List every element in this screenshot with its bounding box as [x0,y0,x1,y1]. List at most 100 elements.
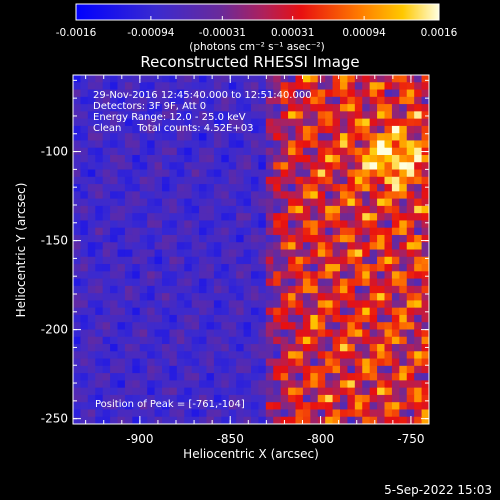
heatmap-cell [132,140,141,149]
heatmap-cell [184,198,193,207]
heatmap-cell [362,234,371,243]
heatmap-cell [199,249,207,258]
heatmap-cell [340,293,348,301]
heatmap-cell [265,118,274,127]
heatmap-cell [317,278,326,287]
heatmap-cell [169,133,178,141]
heatmap-cell [391,351,400,359]
heatmap-cell [265,147,274,156]
colorbar-tick-label: 0.00031 [271,27,314,39]
heatmap-cell [243,285,252,294]
heatmap-cell [251,264,259,272]
heatmap-cell [124,402,133,410]
heatmap-cell [213,307,222,316]
heatmap-cell [154,387,163,396]
heatmap-cell [265,140,274,149]
heatmap-cell [243,227,252,236]
heatmap-cell [340,416,348,424]
heatmap-cell [325,322,333,330]
heatmap-cell [295,154,304,163]
heatmap-cell [162,118,170,127]
heatmap-cell [154,169,163,178]
heatmap-cell [288,184,296,192]
heatmap-cell [288,147,296,156]
heatmap-cell [347,96,356,105]
heatmap-cell [399,162,408,170]
heatmap-cell [95,329,104,338]
heatmap-cell [347,89,356,98]
heatmap-cell [221,220,230,229]
heatmap-cell [162,416,170,424]
heatmap-cell [317,300,326,309]
heatmap-cell [184,285,193,294]
heatmap-cell [169,329,178,338]
heatmap-cell [73,387,81,396]
heatmap-cell [243,249,252,258]
heatmap-cell [199,154,207,163]
heatmap-cell [384,278,393,287]
heatmap-cell [325,285,333,294]
heatmap-cell [124,104,133,112]
heatmap-cell [184,184,193,192]
heatmap-cell [391,118,400,127]
heatmap-cell [280,271,289,279]
heatmap-cell [421,89,429,98]
heatmap-cell [199,387,207,396]
heatmap-cell [347,293,356,301]
heatmap-cell [421,278,429,287]
heatmap-cell [191,104,200,112]
heatmap-cell [132,220,141,229]
heatmap-cell [384,314,393,323]
heatmap-cell [399,373,408,381]
heatmap-cell [191,89,200,98]
heatmap-cell [421,133,429,141]
heatmap-cell [340,336,348,345]
heatmap-cell [132,365,141,374]
heatmap-cell [213,242,222,250]
heatmap-cell [139,402,148,410]
heatmap-cell [184,394,193,403]
heatmap-cell [169,256,178,265]
heatmap-cell [176,104,185,112]
heatmap-cell [169,111,178,120]
heatmap-cell [369,336,378,345]
heatmap-cell [110,402,118,410]
heatmap-cell [169,285,178,294]
heatmap-cell [251,402,259,410]
heatmap-cell [73,351,81,359]
heatmap-cell [236,162,244,170]
heatmap-cell [191,176,200,185]
heatmap-cell [132,322,141,330]
heatmap-cell [213,169,222,178]
heatmap-cell [399,111,408,120]
heatmap-cell [236,329,244,338]
heatmap-cell [80,271,89,279]
heatmap-cell [228,140,237,149]
heatmap-cell [258,365,267,374]
heatmap-cell [124,314,133,323]
heatmap-cell [325,409,333,418]
heatmap-cell [273,293,282,301]
heatmap-cell [280,118,289,127]
heatmap-cell [310,176,319,185]
heatmap-cell [258,118,267,127]
heatmap-cell [399,365,408,374]
heatmap-cell [162,409,170,418]
heatmap-cell [117,96,126,105]
heatmap-cell [317,416,326,424]
heatmap-cell [191,344,200,352]
heatmap-cell [340,198,348,207]
heatmap-cell [87,184,96,192]
heatmap-cell [236,373,244,381]
heatmap-cell [87,365,96,374]
heatmap-cell [310,96,319,105]
heatmap-cell [95,271,104,279]
heatmap-cell [110,154,118,163]
heatmap-cell [191,111,200,120]
heatmap-cell [162,234,170,243]
heatmap-cell [154,358,163,367]
heatmap-cell [310,285,319,294]
heatmap-cell [391,176,400,185]
heatmap-cell [176,125,185,134]
heatmap-cell [347,213,356,221]
